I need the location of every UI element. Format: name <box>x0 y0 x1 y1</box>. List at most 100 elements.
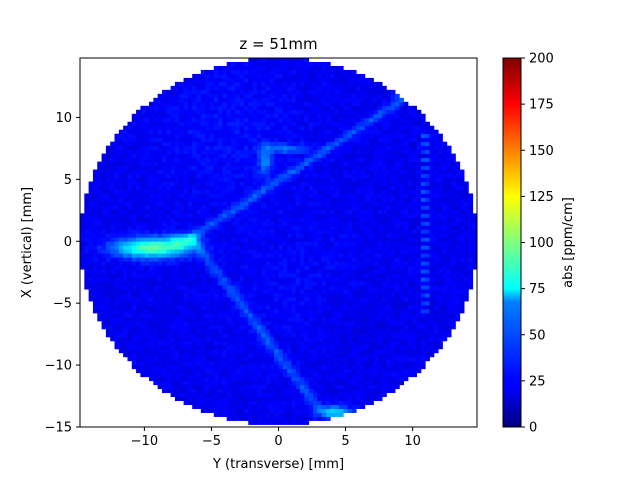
heatmap-cell <box>218 157 223 162</box>
heatmap-cell <box>153 372 159 378</box>
heatmap-cell <box>222 185 228 190</box>
heatmap-cell <box>136 117 141 123</box>
heatmap-cell <box>274 293 279 298</box>
heatmap-cell <box>222 97 228 103</box>
heatmap-cell <box>179 133 184 139</box>
heatmap-cell <box>330 253 335 258</box>
heatmap-cell <box>313 121 318 127</box>
heatmap-cell <box>149 137 154 143</box>
heatmap-cell <box>127 261 133 266</box>
heatmap-cell <box>222 364 228 370</box>
heatmap-cell <box>205 340 210 346</box>
heatmap-cell <box>140 301 146 306</box>
heatmap-cell <box>140 137 146 143</box>
heatmap-cell <box>153 105 159 111</box>
heatmap-cell <box>213 245 219 250</box>
heatmap-cell <box>313 277 318 282</box>
heatmap-cell <box>330 320 335 326</box>
heatmap-cell <box>274 209 279 214</box>
heatmap-cell <box>282 404 288 409</box>
heatmap-cell <box>256 237 262 242</box>
heatmap-cell <box>231 213 236 218</box>
heatmap-cell <box>200 169 206 174</box>
heatmap-cell <box>161 289 167 294</box>
heatmap-cell <box>140 308 146 314</box>
heatmap-cell <box>105 324 111 330</box>
heatmap-cell <box>269 388 275 394</box>
heatmap-cell <box>291 61 297 67</box>
heatmap-cell <box>222 125 228 131</box>
heatmap-cell <box>131 297 137 302</box>
heatmap-cell <box>174 332 180 338</box>
heatmap-cell <box>252 289 258 294</box>
heatmap-cell <box>161 149 167 155</box>
heatmap-cell <box>80 225 85 230</box>
heatmap-cell <box>295 133 301 139</box>
heatmap-cell <box>274 328 279 334</box>
heatmap-cell <box>282 209 288 214</box>
heatmap-cell <box>183 173 189 178</box>
heatmap-cell <box>123 217 128 222</box>
heatmap-cell <box>114 209 120 214</box>
heatmap-cell <box>269 277 275 282</box>
heatmap-cell <box>105 169 111 174</box>
heatmap-cell <box>161 213 167 218</box>
heatmap-cell <box>118 253 124 258</box>
heatmap-cell <box>261 412 266 417</box>
heatmap-cell <box>291 308 297 314</box>
heatmap-cell <box>317 137 323 143</box>
heatmap-cell <box>179 141 184 147</box>
heatmap-cell <box>256 77 262 83</box>
heatmap-cell <box>239 241 245 246</box>
heatmap-cell <box>205 404 210 409</box>
heatmap-cell <box>356 269 361 274</box>
heatmap-cell <box>325 316 331 322</box>
heatmap-cell <box>187 380 193 386</box>
heatmap-cell <box>127 336 133 342</box>
heatmap-cell <box>183 129 189 135</box>
heatmap-cell <box>222 301 228 306</box>
heatmap-cell <box>308 153 314 158</box>
heatmap-cell <box>261 372 266 378</box>
heatmap-cell <box>123 332 128 338</box>
heatmap-cell <box>243 189 249 194</box>
heatmap-cell <box>313 324 318 330</box>
heatmap-cell <box>334 301 340 306</box>
heatmap-cell <box>105 157 111 162</box>
heatmap-cell <box>265 153 271 158</box>
heatmap-cell <box>287 65 292 71</box>
heatmap-cell <box>157 169 163 174</box>
heatmap-cell <box>231 360 236 366</box>
heatmap-cell <box>114 332 120 338</box>
heatmap-cell <box>304 320 310 326</box>
heatmap-cell <box>200 376 206 382</box>
heatmap-cell <box>157 101 163 107</box>
heatmap-cell <box>325 273 331 278</box>
heatmap-cell <box>213 145 219 151</box>
heatmap-cell <box>187 117 193 123</box>
heatmap-cell <box>321 320 327 326</box>
heatmap-cell <box>347 408 353 413</box>
heatmap-cell <box>174 101 180 107</box>
heatmap-cell <box>235 189 241 194</box>
heatmap-cell <box>351 332 357 338</box>
heatmap-cell <box>157 253 163 258</box>
heatmap-cell <box>144 269 150 274</box>
heatmap-cell <box>300 388 305 394</box>
heatmap-cell <box>334 404 340 409</box>
heatmap-cell <box>308 249 314 254</box>
heatmap-cell <box>222 344 228 350</box>
heatmap-cell <box>149 237 154 242</box>
heatmap-cell <box>325 233 331 238</box>
heatmap-cell <box>153 129 159 135</box>
heatmap-cell <box>222 241 228 246</box>
heatmap-cell <box>166 384 172 390</box>
heatmap-cell <box>205 408 210 413</box>
heatmap-cell <box>183 328 189 334</box>
heatmap-cell <box>356 265 361 270</box>
heatmap-cell <box>261 217 266 222</box>
heatmap-cell <box>308 316 314 322</box>
heatmap-cell <box>174 185 180 190</box>
heatmap-cell <box>183 340 189 346</box>
heatmap-cell <box>161 125 167 131</box>
